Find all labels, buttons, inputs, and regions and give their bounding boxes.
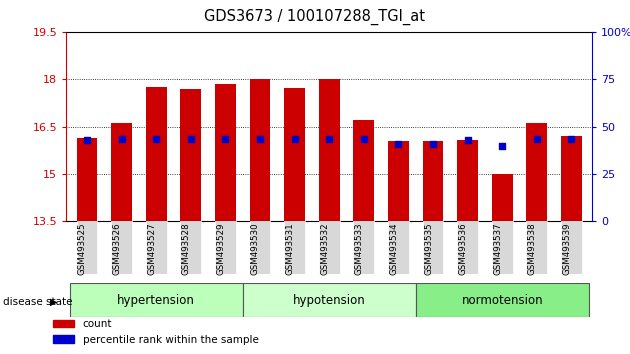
FancyBboxPatch shape (215, 221, 236, 274)
Point (82, 137, 92, 143)
Text: normotension: normotension (461, 293, 543, 307)
FancyBboxPatch shape (527, 221, 547, 274)
Point (220, 136, 231, 141)
Point (462, 137, 472, 143)
Text: GSM493525: GSM493525 (78, 223, 87, 275)
Text: GSM493529: GSM493529 (216, 223, 226, 275)
Text: GSM493537: GSM493537 (493, 223, 502, 275)
FancyBboxPatch shape (423, 221, 444, 274)
FancyBboxPatch shape (353, 221, 374, 274)
Bar (76, 138, 97, 221)
FancyBboxPatch shape (76, 221, 97, 274)
Text: GSM493535: GSM493535 (424, 223, 433, 275)
Point (255, 136, 265, 141)
FancyBboxPatch shape (388, 221, 409, 274)
Point (290, 136, 300, 141)
Bar (353, 120, 374, 221)
Point (117, 136, 127, 141)
Bar (388, 141, 409, 221)
FancyBboxPatch shape (243, 283, 416, 317)
FancyBboxPatch shape (457, 221, 478, 274)
Bar (215, 84, 236, 221)
Text: hypotension: hypotension (293, 293, 365, 307)
Bar (561, 136, 582, 221)
Text: GSM493530: GSM493530 (251, 223, 260, 275)
Text: GSM493526: GSM493526 (113, 223, 122, 275)
FancyBboxPatch shape (284, 221, 305, 274)
Bar (146, 87, 166, 221)
FancyBboxPatch shape (416, 283, 589, 317)
FancyBboxPatch shape (69, 283, 243, 317)
Legend: count, percentile rank within the sample: count, percentile rank within the sample (49, 315, 263, 349)
Point (151, 136, 161, 141)
Point (324, 136, 334, 141)
Text: GSM493534: GSM493534 (389, 223, 398, 275)
Bar (319, 79, 340, 221)
Text: ▶: ▶ (50, 297, 58, 307)
Bar (284, 88, 305, 221)
Text: GSM493527: GSM493527 (147, 223, 156, 275)
FancyBboxPatch shape (492, 221, 513, 274)
FancyBboxPatch shape (561, 221, 582, 274)
Point (428, 141, 438, 147)
Text: GSM493528: GSM493528 (181, 223, 191, 275)
FancyBboxPatch shape (319, 221, 340, 274)
FancyBboxPatch shape (249, 221, 270, 274)
Text: GSM493536: GSM493536 (459, 223, 467, 275)
Text: disease state: disease state (3, 297, 72, 307)
Text: GSM493532: GSM493532 (320, 223, 329, 275)
Bar (457, 140, 478, 221)
Text: GSM493533: GSM493533 (355, 223, 364, 275)
Point (393, 141, 403, 147)
Point (532, 136, 542, 141)
Bar (111, 124, 132, 221)
FancyBboxPatch shape (146, 221, 166, 274)
Text: GSM493531: GSM493531 (285, 223, 295, 275)
FancyBboxPatch shape (111, 221, 132, 274)
FancyBboxPatch shape (180, 221, 201, 274)
Bar (492, 174, 513, 221)
Text: GDS3673 / 100107288_TGI_at: GDS3673 / 100107288_TGI_at (205, 9, 425, 25)
Point (566, 136, 576, 141)
Bar (249, 79, 270, 221)
Bar (180, 89, 201, 221)
Text: hypertension: hypertension (117, 293, 195, 307)
Text: GSM493539: GSM493539 (563, 223, 571, 275)
Point (358, 136, 369, 141)
Bar (423, 141, 444, 221)
Bar (527, 124, 547, 221)
Point (186, 136, 196, 141)
Text: GSM493538: GSM493538 (528, 223, 537, 275)
Point (497, 143, 507, 149)
